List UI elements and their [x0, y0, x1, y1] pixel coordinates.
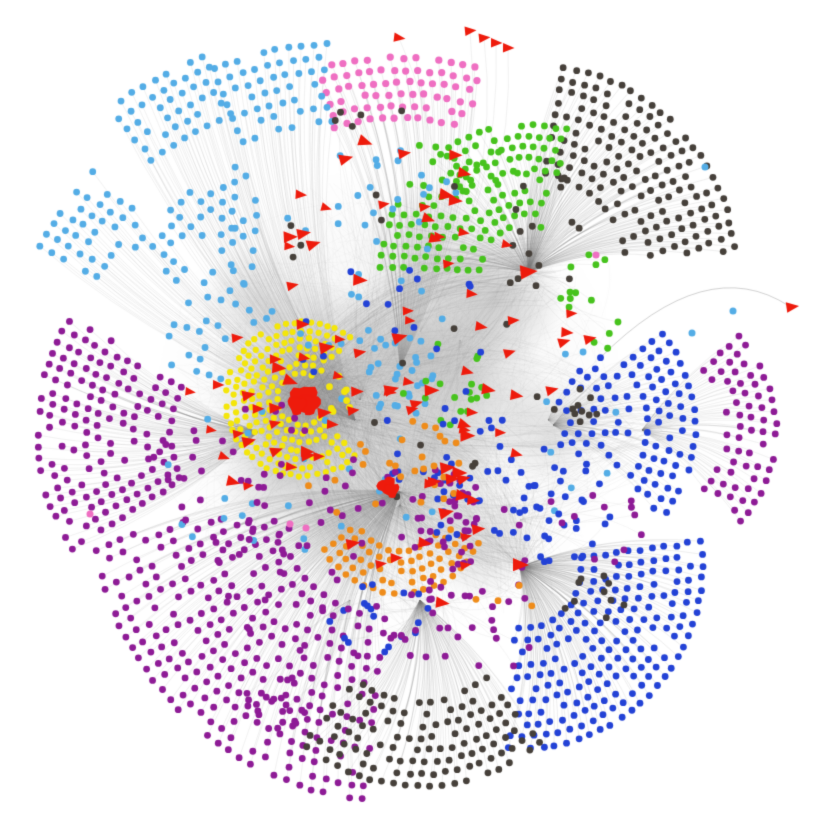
- network-canvas: [0, 0, 832, 832]
- network-graph-figure: [0, 0, 832, 832]
